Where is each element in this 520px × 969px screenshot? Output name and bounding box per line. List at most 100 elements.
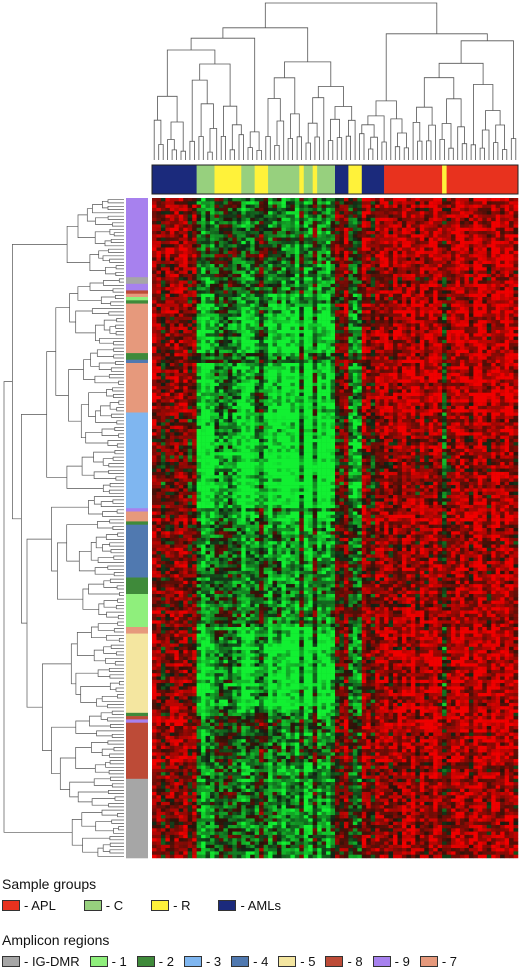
heatmap-cell xyxy=(227,250,233,255)
heatmap-cell xyxy=(366,267,371,271)
heatmap-cell xyxy=(303,201,309,205)
heatmap-cell xyxy=(433,333,438,337)
heatmap-cell xyxy=(268,273,273,278)
heatmap-cell xyxy=(401,326,407,331)
heatmap-cell xyxy=(513,379,519,384)
heatmap-cell xyxy=(477,369,483,374)
heatmap-cell xyxy=(384,237,389,242)
heatmap-cell xyxy=(451,326,456,331)
heatmap-cell xyxy=(473,257,479,261)
heatmap-cell xyxy=(446,211,452,215)
heatmap-cell xyxy=(348,316,354,321)
heatmap-cell xyxy=(401,320,407,324)
heatmap-cell xyxy=(156,310,162,314)
heatmap-cell xyxy=(201,240,206,245)
heatmap-cell xyxy=(268,277,273,281)
row-dendrogram-branch xyxy=(112,288,124,293)
heatmap-cell xyxy=(232,297,238,301)
heatmap-cell xyxy=(451,300,456,304)
heatmap-cell xyxy=(419,234,425,238)
heatmap-cell xyxy=(259,333,264,337)
heatmap-cell xyxy=(357,313,363,318)
heatmap-cell xyxy=(205,297,211,301)
heatmap-cell xyxy=(312,247,318,252)
heatmap-cell xyxy=(303,198,309,202)
heatmap-cell xyxy=(326,244,331,248)
heatmap-cell xyxy=(388,283,394,288)
heatmap-cell xyxy=(321,237,327,242)
heatmap-cell xyxy=(500,204,505,209)
heatmap-cell xyxy=(174,250,180,255)
heatmap-cell xyxy=(312,234,318,238)
heatmap-cell xyxy=(482,280,487,285)
heatmap-cell xyxy=(218,207,224,212)
row-dendrogram-branch xyxy=(116,420,124,425)
heatmap-cell xyxy=(486,300,492,304)
heatmap-cell xyxy=(366,343,371,347)
heatmap-cell xyxy=(210,326,215,331)
heatmap-cell xyxy=(491,300,496,304)
heatmap-cell xyxy=(178,306,184,311)
heatmap-cell xyxy=(495,267,501,271)
heatmap-cell xyxy=(156,356,162,360)
heatmap-cell xyxy=(227,270,233,275)
heatmap-cell xyxy=(227,323,233,327)
heatmap-cell xyxy=(419,217,425,222)
heatmap-cell xyxy=(281,363,287,367)
heatmap-cell xyxy=(169,224,175,228)
amplicon-region-segment xyxy=(126,283,148,291)
heatmap-cell xyxy=(419,316,425,321)
heatmap-cell xyxy=(330,382,336,387)
heatmap-cell xyxy=(196,204,202,209)
heatmap-cell xyxy=(245,254,251,258)
column-dendrogram-branch xyxy=(171,149,177,160)
heatmap-cell xyxy=(335,217,340,222)
heatmap-cell xyxy=(205,376,211,380)
heatmap-cell xyxy=(464,369,470,374)
heatmap-cell xyxy=(419,237,425,242)
heatmap-cell xyxy=(388,247,394,252)
heatmap-cell xyxy=(272,221,278,225)
heatmap-cell xyxy=(205,336,211,341)
heatmap-cell xyxy=(393,343,398,347)
column-dendrogram-branch xyxy=(397,132,407,148)
heatmap-cell xyxy=(379,201,385,205)
heatmap-cell xyxy=(397,336,403,341)
heatmap-cell xyxy=(205,382,211,387)
heatmap-cell xyxy=(361,346,367,351)
heatmap-cell xyxy=(352,277,358,281)
heatmap-cell xyxy=(379,330,385,334)
heatmap-cell xyxy=(335,306,340,311)
heatmap-cell xyxy=(205,257,211,261)
heatmap-cell xyxy=(424,254,429,258)
heatmap-cell xyxy=(339,231,345,235)
heatmap-cell xyxy=(178,359,184,364)
heatmap-cell xyxy=(330,287,336,291)
heatmap-cell xyxy=(160,217,166,222)
heatmap-cell xyxy=(250,237,255,242)
heatmap-cell xyxy=(500,260,505,265)
heatmap-cell xyxy=(419,372,425,377)
heatmap-cell xyxy=(205,363,211,367)
heatmap-cell xyxy=(352,313,358,318)
heatmap-cell xyxy=(317,346,322,351)
heatmap-cell xyxy=(375,290,380,294)
heatmap-cell xyxy=(442,264,447,268)
heatmap-cell xyxy=(290,280,296,285)
heatmap-cell xyxy=(330,376,336,380)
column-dendrogram-branch xyxy=(473,84,494,145)
heatmap-cell xyxy=(442,349,447,354)
heatmap-cell xyxy=(384,244,389,248)
heatmap-cell xyxy=(303,257,309,261)
heatmap-cell xyxy=(321,247,327,252)
heatmap-cell xyxy=(415,372,421,377)
heatmap-cell xyxy=(187,363,193,367)
heatmap-cell xyxy=(370,363,376,367)
heatmap-cell xyxy=(424,376,429,380)
heatmap-cell xyxy=(428,336,434,341)
heatmap-cell xyxy=(245,310,251,314)
heatmap-cell xyxy=(406,198,412,202)
heatmap-cell xyxy=(281,287,287,291)
heatmap-cell xyxy=(259,290,264,294)
heatmap-cell xyxy=(415,198,421,202)
